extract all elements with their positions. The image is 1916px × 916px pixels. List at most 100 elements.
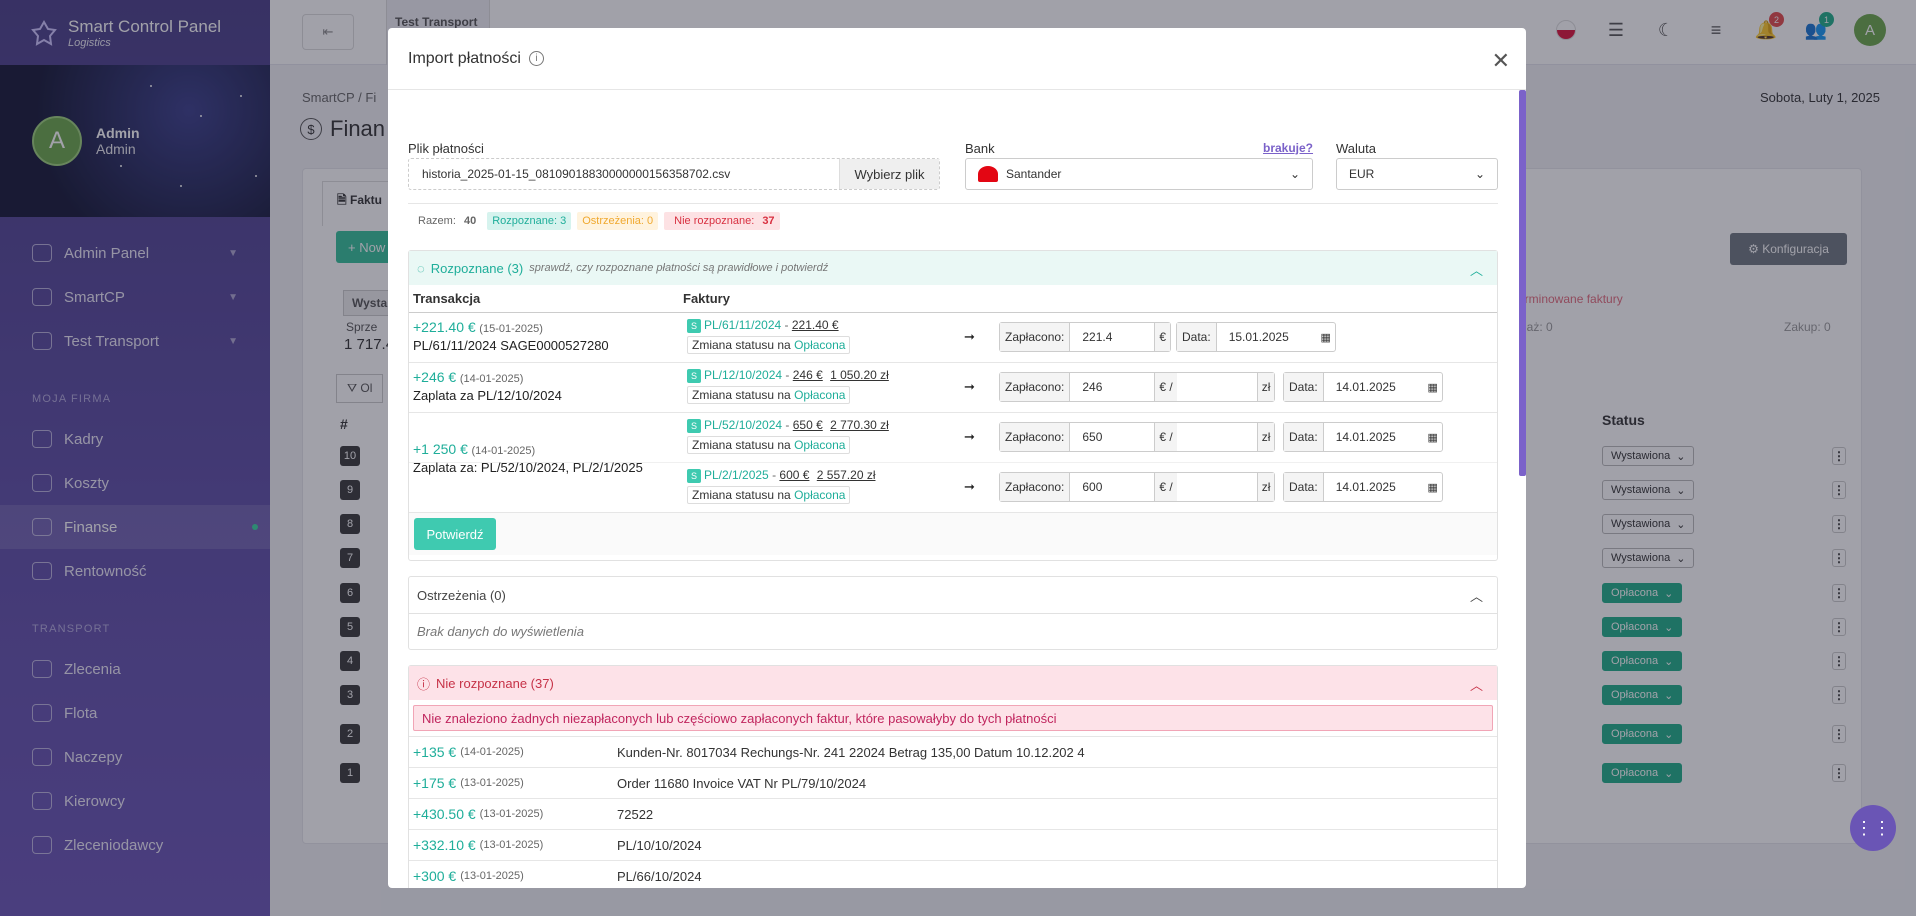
chevron-up-icon[interactable]: ︿ [1469, 589, 1483, 604]
status-select[interactable]: Wystawiona ⌄ [1602, 480, 1695, 500]
bank-missing-link[interactable]: brakuje? [1263, 141, 1314, 155]
paid-input-group[interactable]: Zapłacono: 246 € / zł [999, 372, 1276, 402]
more-actions-button[interactable]: ⋮ [1832, 549, 1846, 567]
calendar-icon[interactable]: ▦ [1427, 381, 1438, 394]
sidebar-item-test-transport[interactable]: Test Transport ▼ [0, 319, 270, 363]
paid-input[interactable]: 246 [1082, 380, 1103, 394]
paid-input[interactable]: 650 [1082, 430, 1103, 444]
paid-input-group[interactable]: Zapłacono: 600 € / zł [999, 472, 1276, 502]
unrecognized-date: (13-01-2025) [460, 870, 524, 882]
sliders-icon[interactable]: ☰ [1607, 19, 1625, 40]
bell-icon[interactable]: 🔔 2 [1754, 12, 1784, 42]
avatar[interactable]: A [32, 116, 82, 166]
date-input[interactable]: 14.01.2025 [1335, 430, 1396, 444]
date-input[interactable]: 14.01.2025 [1335, 380, 1396, 394]
chevron-up-icon[interactable]: ︿ [1469, 678, 1483, 693]
unrecognized-row[interactable]: +135 € (14-01-2025) Kunden-Nr. 8017034 Rec… [409, 736, 1497, 767]
bg-filter-select[interactable]: Wysta [343, 290, 397, 316]
pln-input[interactable] [1177, 473, 1257, 501]
file-input[interactable]: historia_2025-01-15_08109018830000000156… [408, 158, 940, 190]
sidebar-item-flota[interactable]: Flota [0, 691, 270, 735]
paid-input[interactable]: 221.4 [1082, 330, 1113, 344]
date-input-group[interactable]: Data: 14.01.2025 ▦ [1283, 472, 1443, 502]
invoice-number[interactable]: PL/61/11/2024 [704, 318, 782, 332]
status-select[interactable]: Opłacona ⌄ [1602, 763, 1683, 783]
choose-file-button[interactable]: Wybierz plik [839, 159, 939, 189]
user-circle-icon [32, 332, 52, 350]
unrecognized-row[interactable]: +430.50 € (13-01-2025) 72522 [409, 798, 1497, 829]
breadcrumb-smartcp[interactable]: SmartCP [302, 90, 355, 105]
calendar-icon[interactable]: ▦ [1427, 481, 1438, 494]
sidebar-item-finanse[interactable]: Finanse [0, 505, 270, 549]
sidebar-item-naczepy[interactable]: Naczepy [0, 735, 270, 779]
date-input[interactable]: 15.01.2025 [1228, 330, 1289, 344]
more-actions-button[interactable]: ⋮ [1832, 652, 1846, 670]
sidebar-item-admin-panel[interactable]: Admin Panel ▼ [0, 231, 270, 275]
status-select[interactable]: Opłacona ⌄ [1602, 724, 1683, 744]
more-actions-button[interactable]: ⋮ [1832, 764, 1846, 782]
paid-input-group[interactable]: Zapłacono: 650 € / zł [999, 422, 1276, 452]
status-select[interactable]: Opłacona ⌄ [1602, 685, 1683, 705]
top-avatar[interactable]: A [1854, 14, 1886, 46]
invoice-number[interactable]: PL/52/10/2024 [704, 418, 783, 432]
invoice-number[interactable]: PL/12/10/2024 [704, 368, 783, 382]
pln-input[interactable] [1177, 373, 1257, 401]
status-select[interactable]: Wystawiona ⌄ [1602, 548, 1695, 568]
status-select[interactable]: Opłacona ⌄ [1602, 651, 1683, 671]
recognized-header[interactable]: ◌ Rozpoznane (3) sprawdź, czy rozpoznane… [409, 251, 1497, 285]
more-actions-button[interactable]: ⋮ [1832, 584, 1846, 602]
more-actions-button[interactable]: ⋮ [1832, 515, 1846, 533]
date-input-group[interactable]: Data: 14.01.2025 ▦ [1283, 422, 1443, 452]
bank-select[interactable]: Santander ⌄ [965, 158, 1313, 190]
status-select[interactable]: Opłacona ⌄ [1602, 583, 1683, 603]
brand[interactable]: Smart Control Panel Logistics [0, 0, 270, 65]
unrecognized-row[interactable]: +300 € (13-01-2025) PL/66/10/2024 [409, 860, 1497, 888]
chevron-up-icon[interactable]: ︿ [1469, 263, 1483, 278]
more-actions-button[interactable]: ⋮ [1832, 725, 1846, 743]
bg-filter-button[interactable]: ⛛ Ol [336, 374, 384, 403]
pln-input[interactable] [1177, 423, 1257, 451]
users-icon[interactable]: 👥 1 [1804, 12, 1834, 42]
language-flag-icon[interactable] [1554, 18, 1578, 42]
status-select[interactable]: Wystawiona ⌄ [1602, 446, 1695, 466]
collapse-sidebar-button[interactable]: ⇤ [302, 14, 354, 50]
moon-icon[interactable]: ☾ [1657, 19, 1675, 40]
calendar-icon[interactable]: ▦ [1427, 431, 1438, 444]
date-input-group[interactable]: Data: 14.01.2025 ▦ [1283, 372, 1443, 402]
status-label: Opłacona [1611, 655, 1659, 667]
currency-select[interactable]: EUR ⌄ [1336, 158, 1498, 190]
paid-input[interactable]: 600 [1082, 480, 1103, 494]
table-row: Opłacona ⌄ ⋮ [1602, 617, 1846, 637]
apps-fab-button[interactable]: ⋮⋮ [1850, 805, 1896, 851]
info-icon[interactable]: i [528, 51, 544, 66]
status-select[interactable]: Opłacona ⌄ [1602, 617, 1683, 637]
unrecognized-header[interactable]: ⓘ Nie rozpoznane (37) ︿ [409, 666, 1497, 700]
calendar-icon[interactable]: ▦ [1320, 331, 1331, 344]
warnings-header[interactable]: Ostrzeżenia (0) ︿ [409, 577, 1497, 614]
sidebar-item-smartcp[interactable]: SmartCP ▼ [0, 275, 270, 319]
unrecognized-row[interactable]: +332.10 € (13-01-2025) PL/10/10/2024 [409, 829, 1497, 860]
status-select[interactable]: Wystawiona ⌄ [1602, 514, 1695, 534]
invoice-number[interactable]: PL/2/1/2025 [704, 468, 769, 482]
confirm-button[interactable]: Potwierdź [414, 518, 496, 550]
config-button[interactable]: ⚙ Konfiguracja [1730, 233, 1847, 265]
sidebar-item-zlecenia[interactable]: Zlecenia [0, 647, 270, 691]
close-icon[interactable]: ✕ [1491, 48, 1510, 73]
sidebar-item-label: Kadry [64, 430, 104, 448]
more-actions-button[interactable]: ⋮ [1832, 686, 1846, 704]
sidebar-item-kadry[interactable]: Kadry [0, 417, 270, 461]
paid-input-group[interactable]: Zapłacono: 221.4 € [999, 322, 1172, 352]
date-input-group[interactable]: Data: 15.01.2025 ▦ [1176, 322, 1336, 352]
sidebar-item-kierowcy[interactable]: Kierowcy [0, 779, 270, 823]
modal-scrollbar[interactable] [1519, 90, 1526, 476]
more-actions-button[interactable]: ⋮ [1832, 481, 1846, 499]
sidebar-item-zleceniodawcy[interactable]: Zleceniodawcy [0, 823, 270, 867]
unrecognized-row[interactable]: +175 € (13-01-2025) Order 11680 Invoice VA… [409, 767, 1497, 798]
more-actions-button[interactable]: ⋮ [1832, 618, 1846, 636]
more-actions-button[interactable]: ⋮ [1832, 447, 1846, 465]
date-input[interactable]: 14.01.2025 [1335, 480, 1396, 494]
sidebar-item-koszty[interactable]: Koszty [0, 461, 270, 505]
breadcrumb-finanse[interactable]: Fi [365, 90, 377, 105]
sidebar-item-rentownosc[interactable]: Rentowność [0, 549, 270, 593]
menu-icon[interactable]: ≡ [1710, 19, 1722, 40]
